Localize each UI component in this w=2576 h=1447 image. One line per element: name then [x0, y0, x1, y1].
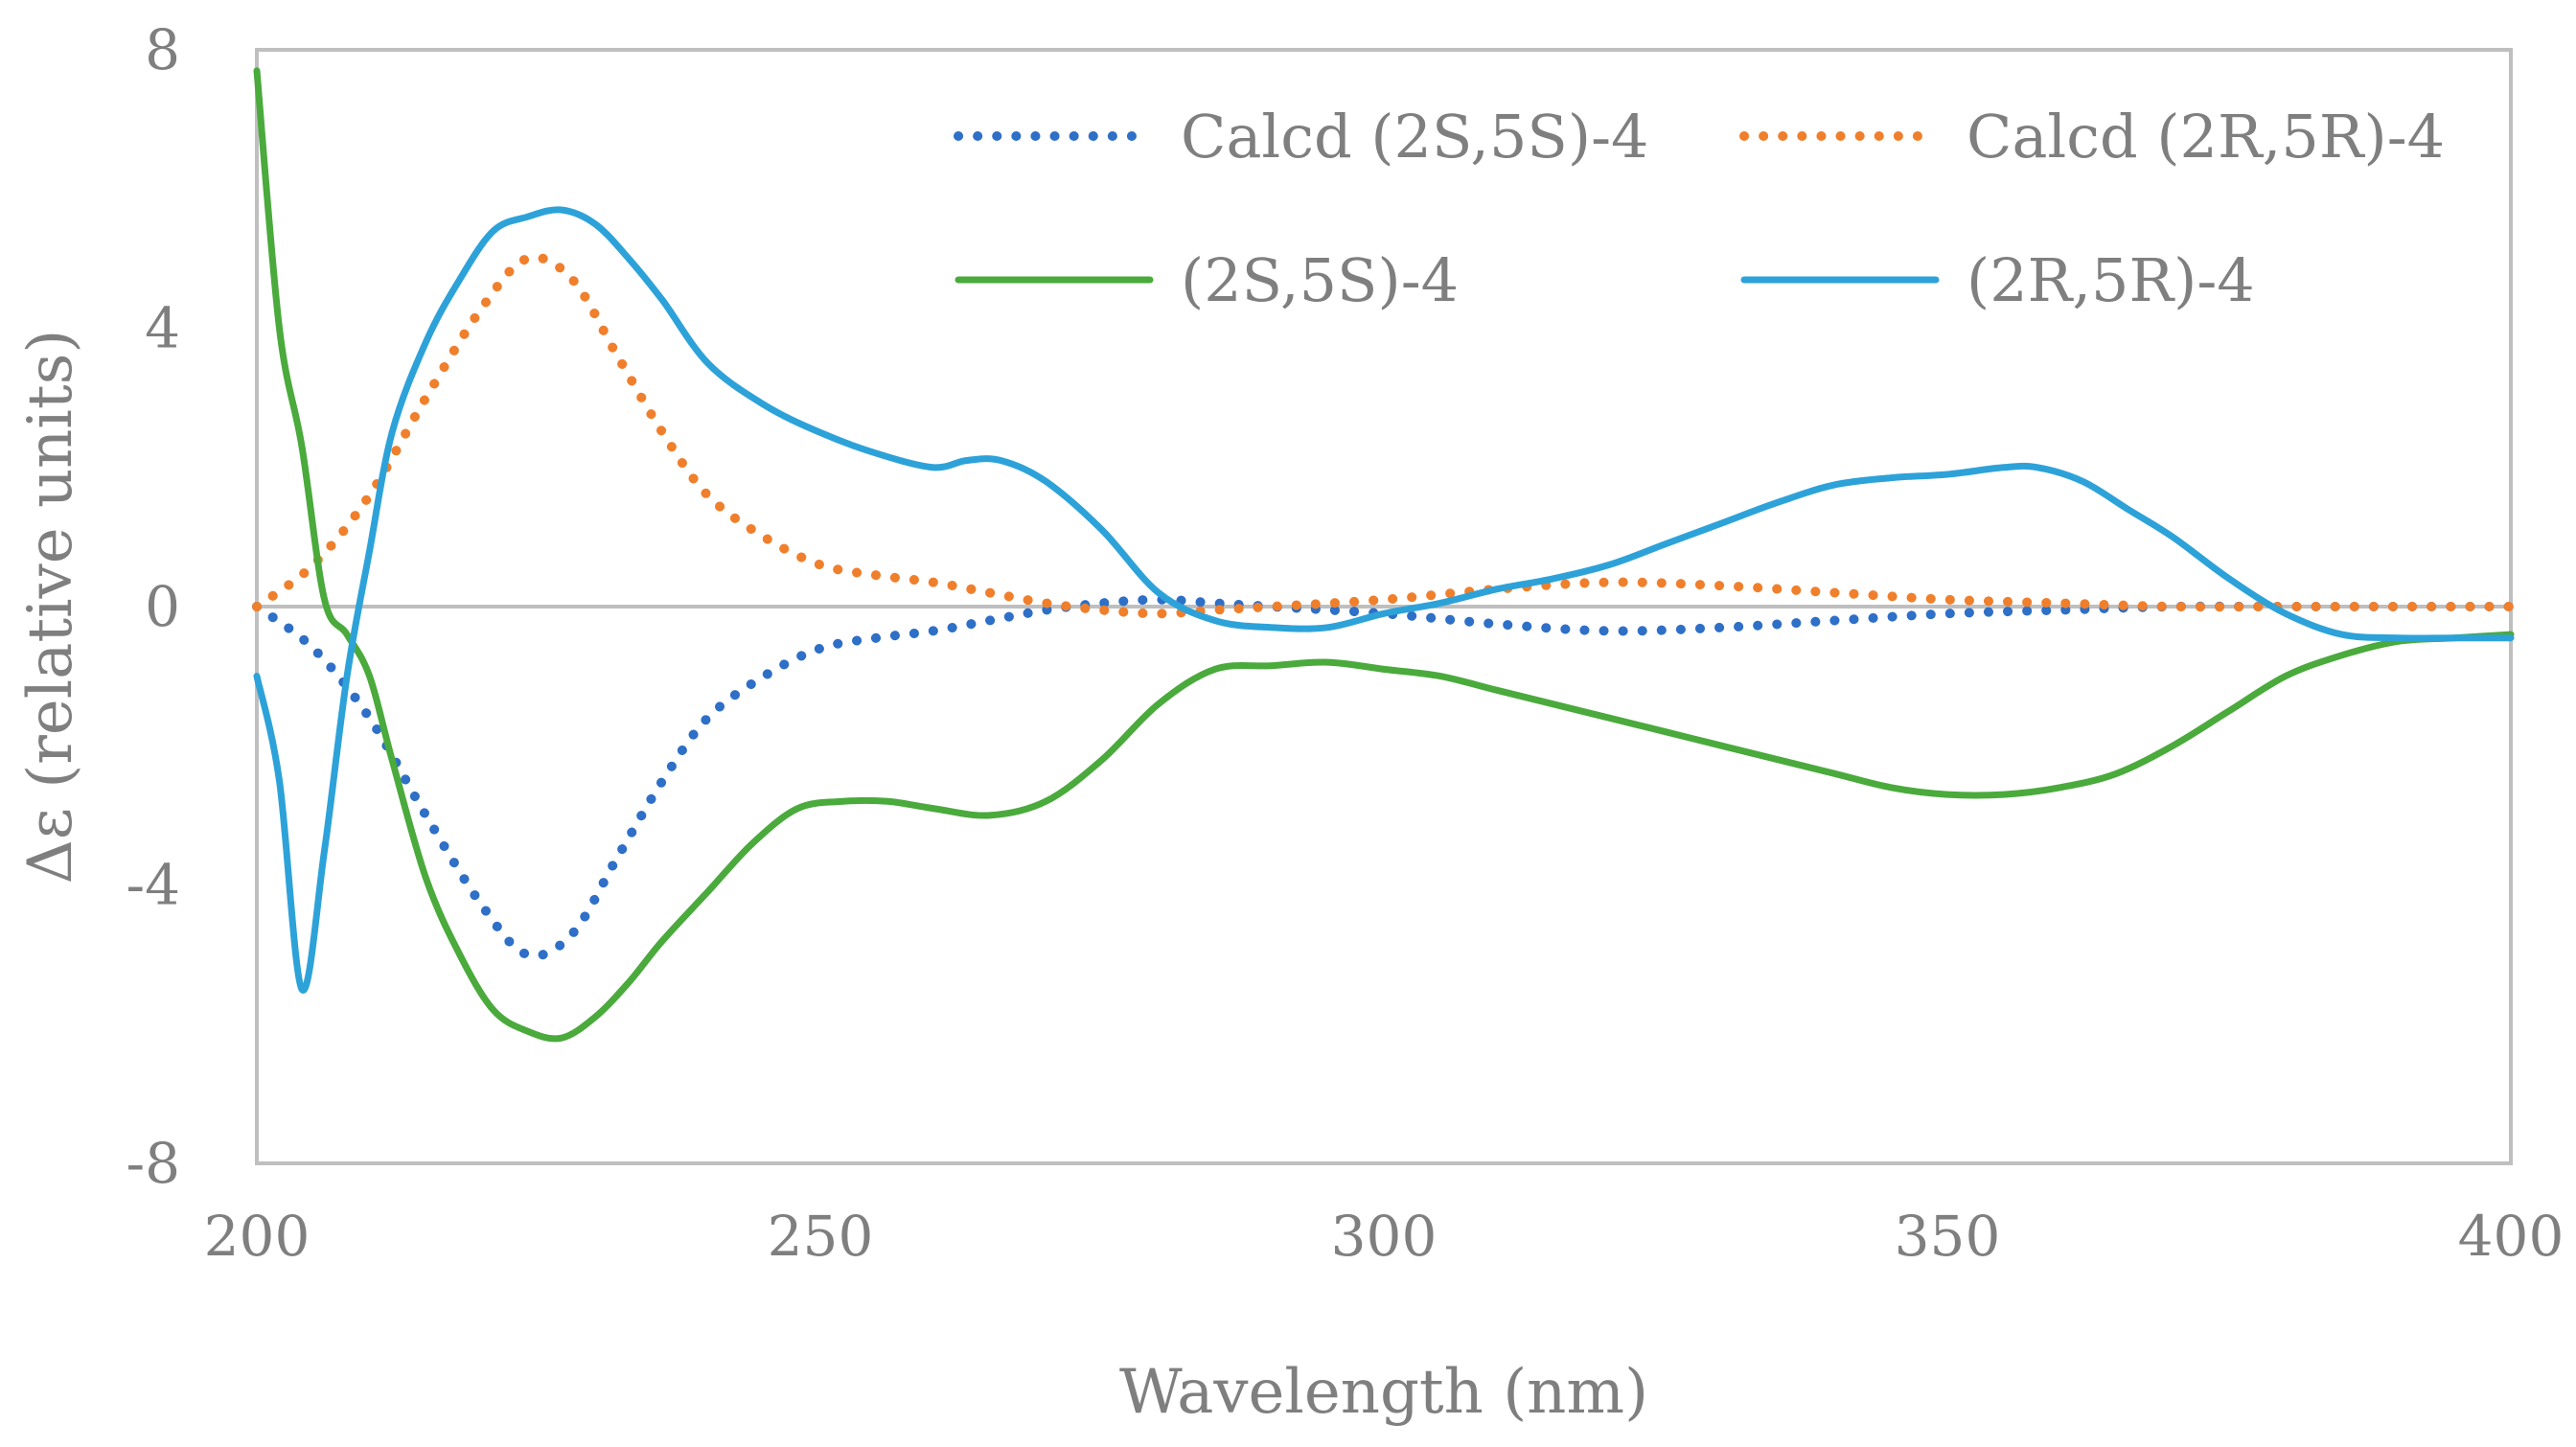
legend-item-2s-5s-4: (2S,5S)-4 [954, 245, 1459, 315]
y-tick-label: 0 [145, 574, 180, 639]
x-axis-title: Wavelength (nm) [1119, 1357, 1648, 1428]
x-tick-label: 400 [2458, 1204, 2564, 1269]
x-tick-label: 200 [204, 1204, 310, 1269]
series-lines [252, 67, 2516, 1043]
legend-label: Calcd (2R,5R)-4 [1966, 102, 2445, 172]
legend-item-calcd-2r-5r-4: Calcd (2R,5R)-4 [1739, 102, 2445, 172]
y-tick-label: -8 [126, 1131, 181, 1196]
x-tick-label: 250 [768, 1204, 874, 1269]
legend-item-2r-5r-4: (2R,5R)-4 [1740, 245, 2255, 315]
legend: Calcd (2S,5S)-4 Calcd (2R,5R)-4 (2S,5S)-4 (… [954, 102, 2445, 315]
y-tick-label: -4 [126, 853, 181, 918]
axes: 200 250 300 350 400 -8 -4 0 4 8 [126, 17, 2564, 1269]
legend-label: (2S,5S)-4 [1181, 245, 1459, 315]
series-line-calcd-2s-5s-4 [252, 594, 2516, 961]
x-tick-label: 300 [1331, 1204, 1438, 1269]
legend-label: Calcd (2S,5S)-4 [1181, 102, 1648, 172]
legend-item-calcd-2s-5s-4: Calcd (2S,5S)-4 [954, 102, 1648, 172]
series-line-2r-5r-4 [253, 206, 2515, 994]
series-line-2s-5s-4 [253, 67, 2515, 1043]
y-tick-label: 8 [145, 17, 180, 82]
series-line-calcd-2r-5r-4 [252, 252, 2516, 619]
y-tick-label: 4 [145, 296, 180, 361]
x-tick-label: 350 [1895, 1204, 2001, 1269]
y-axis-title: Δε (relative units) [15, 330, 86, 884]
legend-label: (2R,5R)-4 [1966, 245, 2255, 315]
